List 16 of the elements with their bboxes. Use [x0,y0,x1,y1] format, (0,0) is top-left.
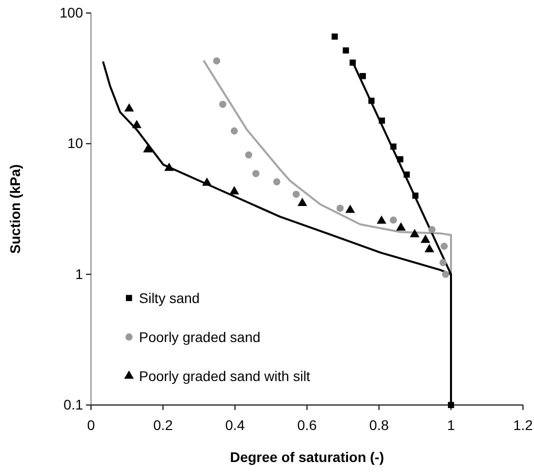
x-tick-label: 0.8 [369,416,389,433]
legend-label: Poorly graded sand with silt [139,368,310,384]
x-tick-label: 1.2 [513,416,533,433]
legend-label: Silty sand [139,290,200,306]
x-axis-title: Degree of saturation (-) [230,449,384,465]
x-tick-label: 0.6 [297,416,317,433]
x-tick-label: 1 [447,416,456,433]
x-tick-label: 0 [87,416,96,433]
y-tick-label: 1 [75,266,84,282]
y-tick-label: 0.1 [64,396,84,412]
y-tick-label: 10 [67,135,84,152]
legend-label: Poorly graded sand [139,328,260,345]
y-axis-title: Suction (kPa) [7,164,23,254]
y-tick-label: 100 [60,4,84,20]
x-tick-label: 0.2 [153,416,173,433]
x-tick-label: 0.4 [225,416,245,433]
